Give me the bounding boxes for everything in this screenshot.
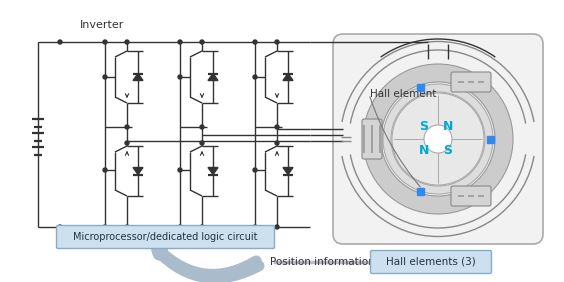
Circle shape xyxy=(58,225,62,229)
FancyBboxPatch shape xyxy=(333,34,543,244)
Bar xyxy=(416,83,424,91)
Circle shape xyxy=(275,40,279,44)
Circle shape xyxy=(125,225,129,229)
Circle shape xyxy=(253,168,257,172)
Text: Hall elements (3): Hall elements (3) xyxy=(386,257,476,267)
Circle shape xyxy=(103,225,107,229)
Text: S: S xyxy=(443,144,452,158)
Circle shape xyxy=(200,40,204,44)
Wedge shape xyxy=(383,84,493,194)
Circle shape xyxy=(58,40,62,44)
Circle shape xyxy=(103,75,107,79)
Text: Microprocessor/dedicated logic circuit: Microprocessor/dedicated logic circuit xyxy=(73,232,258,242)
Circle shape xyxy=(178,168,182,172)
Circle shape xyxy=(103,168,107,172)
Wedge shape xyxy=(363,64,513,214)
Polygon shape xyxy=(208,74,218,80)
Circle shape xyxy=(392,93,484,185)
Bar xyxy=(487,135,494,142)
FancyBboxPatch shape xyxy=(371,250,491,274)
Circle shape xyxy=(275,141,279,145)
Circle shape xyxy=(275,125,279,129)
Circle shape xyxy=(200,125,204,129)
Text: N: N xyxy=(419,144,429,158)
Circle shape xyxy=(253,225,257,229)
Text: N: N xyxy=(443,120,453,133)
Text: Hall element: Hall element xyxy=(370,89,437,99)
Circle shape xyxy=(178,75,182,79)
Polygon shape xyxy=(133,168,143,175)
Circle shape xyxy=(253,40,257,44)
Circle shape xyxy=(178,40,182,44)
Polygon shape xyxy=(133,74,143,80)
Text: S: S xyxy=(420,120,429,133)
Circle shape xyxy=(200,141,204,145)
Text: Inverter: Inverter xyxy=(80,20,125,30)
Polygon shape xyxy=(283,168,293,175)
Bar xyxy=(416,188,424,195)
FancyBboxPatch shape xyxy=(451,72,491,92)
FancyBboxPatch shape xyxy=(56,226,275,248)
FancyBboxPatch shape xyxy=(362,119,382,159)
Circle shape xyxy=(178,225,182,229)
Circle shape xyxy=(125,40,129,44)
Polygon shape xyxy=(208,168,218,175)
Circle shape xyxy=(125,125,129,129)
Circle shape xyxy=(200,225,204,229)
Circle shape xyxy=(103,40,107,44)
Text: Position information: Position information xyxy=(270,257,374,267)
Polygon shape xyxy=(283,74,293,80)
Circle shape xyxy=(275,225,279,229)
Circle shape xyxy=(125,141,129,145)
Circle shape xyxy=(424,125,452,153)
FancyBboxPatch shape xyxy=(451,186,491,206)
Circle shape xyxy=(253,75,257,79)
